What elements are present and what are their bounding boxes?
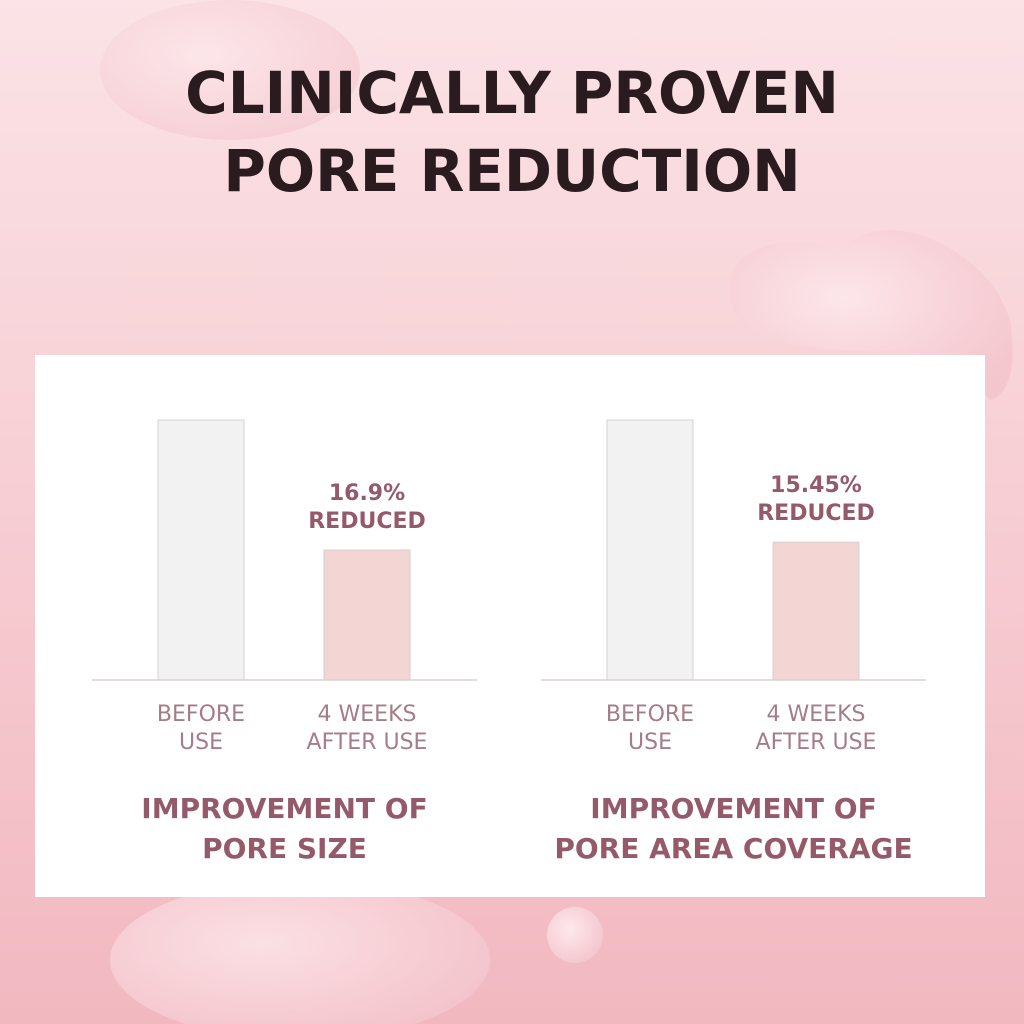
x-tick-label: 4 WEEKS: [767, 702, 866, 727]
page-title: PORE REDUCTION: [223, 137, 800, 205]
x-tick-label: 4 WEEKS: [318, 702, 417, 727]
chart-title: IMPROVEMENT OF: [141, 792, 427, 825]
x-tick-label: AFTER USE: [307, 730, 428, 755]
x-tick-label: AFTER USE: [756, 730, 877, 755]
x-tick-label: USE: [628, 730, 672, 755]
x-tick-label: BEFORE: [606, 702, 694, 727]
page-title: CLINICALLY PROVEN: [185, 59, 839, 127]
bar: [323, 549, 411, 681]
chart-title: PORE SIZE: [202, 832, 367, 865]
x-tick-label: BEFORE: [157, 702, 245, 727]
charts: BEFORE USE 4 WEEKS AFTER USE 16.9% REDUCED IMP…: [92, 419, 926, 865]
x-tick-label: USE: [179, 730, 223, 755]
bar: [606, 419, 694, 681]
decor-drop: [547, 907, 603, 963]
bar: [157, 419, 245, 681]
chart-title: PORE AREA COVERAGE: [554, 832, 912, 865]
annotation: REDUCED: [757, 501, 875, 526]
annotation: REDUCED: [308, 509, 426, 534]
annotation: 15.45%: [770, 473, 862, 498]
annotation: 16.9%: [329, 481, 405, 506]
chart-title: IMPROVEMENT OF: [590, 792, 876, 825]
decor-blob: [100, 0, 360, 140]
bar: [772, 541, 860, 681]
decor-blob: [110, 880, 490, 1024]
